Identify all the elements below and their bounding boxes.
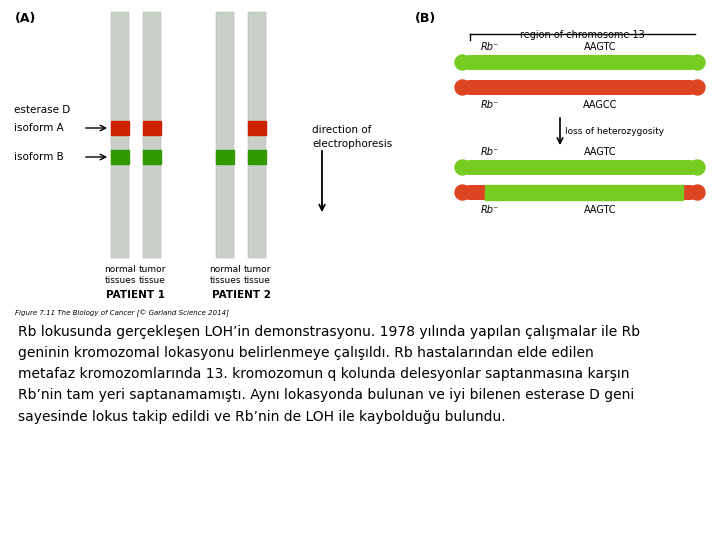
Circle shape <box>690 80 705 95</box>
Text: isoform B: isoform B <box>14 152 64 162</box>
Bar <box>111 150 129 164</box>
FancyBboxPatch shape <box>462 185 698 200</box>
Bar <box>248 150 266 164</box>
Bar <box>248 12 266 258</box>
Bar <box>248 121 266 135</box>
Bar <box>216 150 234 164</box>
Text: tissue: tissue <box>243 276 271 285</box>
Text: (A): (A) <box>15 12 37 25</box>
Bar <box>485 185 683 200</box>
Bar <box>143 12 161 258</box>
Text: AAGCC: AAGCC <box>582 100 617 110</box>
Circle shape <box>690 185 705 200</box>
Text: Rb⁻: Rb⁻ <box>481 42 499 52</box>
Text: normal: normal <box>209 265 241 274</box>
Text: Figure 7.11 The Biology of Cancer [© Garland Science 2014]: Figure 7.11 The Biology of Cancer [© Gar… <box>15 310 229 318</box>
Bar <box>143 121 161 135</box>
Text: AAGTC: AAGTC <box>584 205 616 215</box>
Circle shape <box>455 55 470 70</box>
Text: Rb⁻: Rb⁻ <box>481 205 499 215</box>
Text: tissue: tissue <box>138 276 166 285</box>
Text: PATIENT 1: PATIENT 1 <box>107 290 166 300</box>
Text: region of chromosome 13: region of chromosome 13 <box>520 30 645 40</box>
Text: (B): (B) <box>415 12 436 25</box>
Circle shape <box>455 185 470 200</box>
Text: normal: normal <box>104 265 136 274</box>
Text: direction of
electrophoresis: direction of electrophoresis <box>312 125 392 149</box>
FancyBboxPatch shape <box>462 160 698 175</box>
Text: Rb⁻: Rb⁻ <box>481 147 499 157</box>
Bar <box>143 150 161 164</box>
Text: PATIENT 2: PATIENT 2 <box>212 290 271 300</box>
Text: tumor: tumor <box>138 265 166 274</box>
FancyBboxPatch shape <box>462 55 698 70</box>
Circle shape <box>690 160 705 175</box>
FancyBboxPatch shape <box>462 80 698 95</box>
Text: AAGTC: AAGTC <box>584 147 616 157</box>
Text: Rb⁻: Rb⁻ <box>481 100 499 110</box>
Bar <box>111 12 129 258</box>
Circle shape <box>455 80 470 95</box>
Text: esterase D: esterase D <box>14 105 71 115</box>
Text: loss of heterozygosity: loss of heterozygosity <box>565 127 664 136</box>
Text: tissues: tissues <box>210 276 240 285</box>
Text: isoform A: isoform A <box>14 123 64 133</box>
Text: AAGTC: AAGTC <box>584 42 616 52</box>
Text: tumor: tumor <box>243 265 271 274</box>
Text: Rb lokusunda gerçekleşen LOH’in demonstrasyonu. 1978 yılında yapılan çalışmalar : Rb lokusunda gerçekleşen LOH’in demonstr… <box>18 325 640 423</box>
Bar <box>111 121 129 135</box>
Circle shape <box>455 160 470 175</box>
Circle shape <box>690 55 705 70</box>
Text: tissues: tissues <box>104 276 136 285</box>
Bar <box>216 12 234 258</box>
